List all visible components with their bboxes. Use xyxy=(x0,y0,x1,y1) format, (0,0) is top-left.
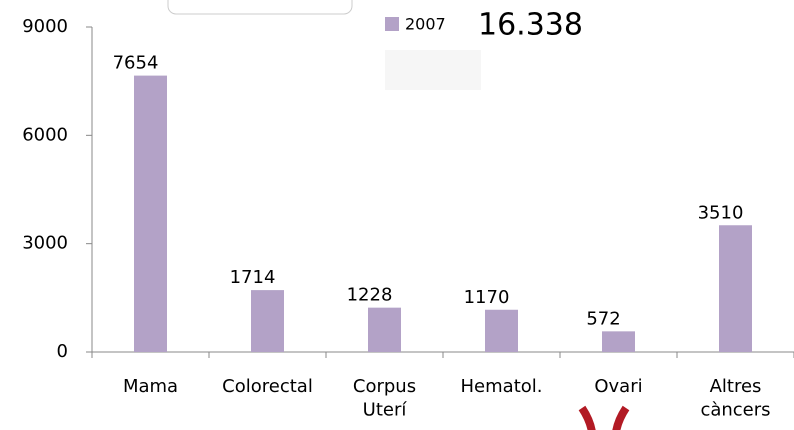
bar xyxy=(719,225,752,352)
bar xyxy=(251,290,284,352)
x-tick-label: Ovari xyxy=(594,376,642,397)
x-tick-label: Colorectal xyxy=(222,376,313,397)
bar xyxy=(485,309,518,352)
data-label: 1714 xyxy=(230,267,276,288)
decor-panel xyxy=(385,50,481,90)
legend-swatch xyxy=(385,17,399,31)
y-tick-label: 6000 xyxy=(22,124,68,145)
x-tick-label: Corpus Uterí xyxy=(353,376,416,420)
annotation: 16.338 xyxy=(478,8,583,43)
data-label: 1228 xyxy=(347,285,393,306)
data-label: 3510 xyxy=(698,202,744,223)
data-label: 1170 xyxy=(464,287,510,308)
y-tick-label: 0 xyxy=(57,341,68,362)
data-label: 7654 xyxy=(113,53,159,74)
decor-box xyxy=(167,0,353,15)
data-label: 572 xyxy=(586,308,620,329)
bar xyxy=(134,75,167,352)
x-tick-label: Altres càncers xyxy=(700,376,770,420)
y-tick-label: 9000 xyxy=(22,16,68,37)
x-tick-label: Mama xyxy=(123,376,178,397)
legend-label: 2007 xyxy=(405,15,446,34)
decor-logo xyxy=(578,405,630,430)
bar xyxy=(602,331,635,352)
bar xyxy=(368,307,401,352)
x-tick-label: Hematol. xyxy=(461,376,543,397)
y-tick-label: 3000 xyxy=(22,233,68,254)
